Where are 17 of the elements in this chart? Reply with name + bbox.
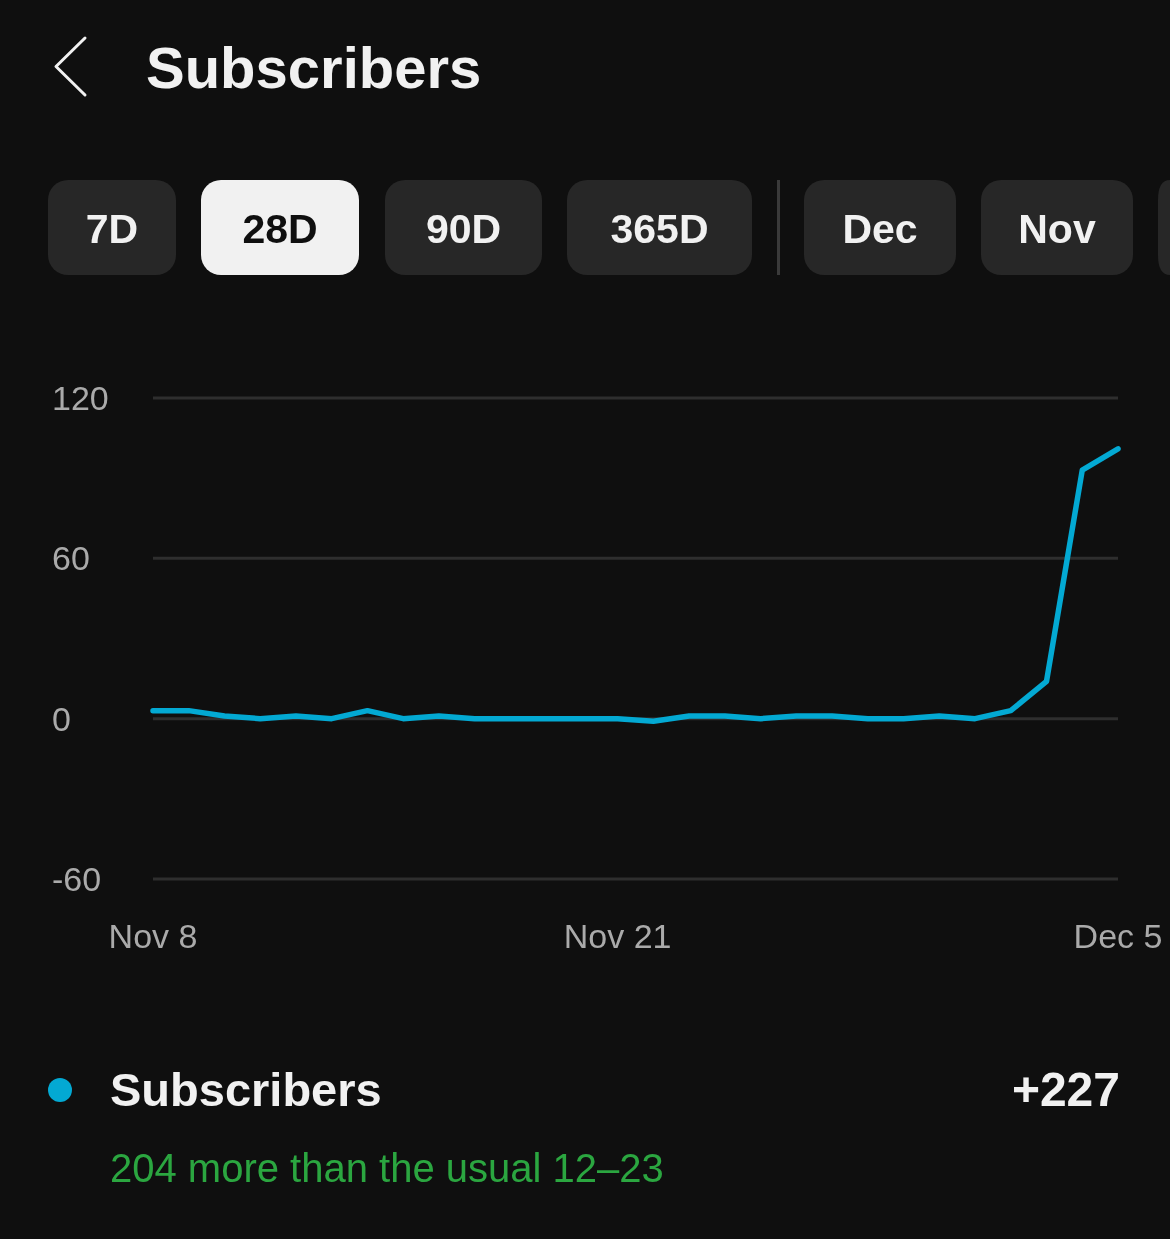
text: 365D bbox=[610, 206, 709, 252]
text: Dec bbox=[842, 206, 918, 252]
x-tick-label: Nov 21 bbox=[563, 917, 672, 955]
x-tick-label: Dec 5 bbox=[1073, 917, 1163, 955]
text: 28D bbox=[242, 206, 318, 252]
text: 7D bbox=[85, 206, 139, 252]
text: 204 more than the usual 12–23 bbox=[110, 1146, 664, 1190]
y-tick-label: 60 bbox=[52, 539, 90, 578]
y-tick-label: 120 bbox=[52, 378, 109, 417]
x-tick-label: Nov 8 bbox=[108, 917, 198, 955]
chart-title: Subscribers bbox=[146, 35, 482, 100]
legend-label: Subscribers bbox=[110, 1063, 382, 1116]
text: 90D bbox=[425, 206, 502, 252]
text: Nov bbox=[1018, 206, 1096, 252]
y-tick-label: 0 bbox=[52, 699, 71, 738]
y-tick-label: -60 bbox=[52, 859, 102, 898]
text: +227 bbox=[1011, 1063, 1120, 1116]
